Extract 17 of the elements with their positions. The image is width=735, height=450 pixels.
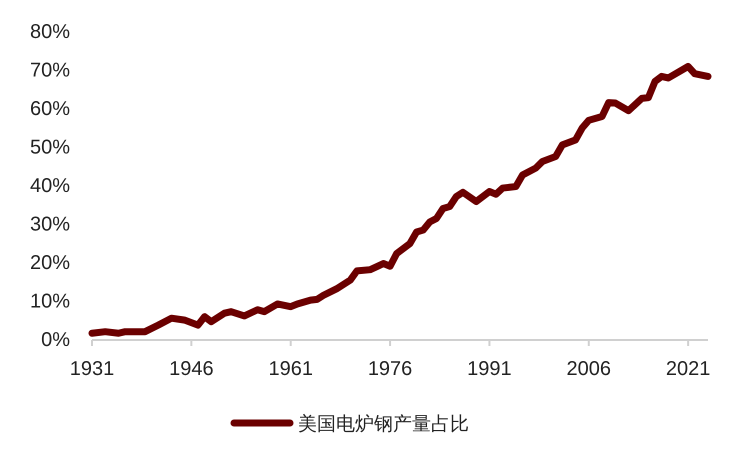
y-tick-label: 20%	[30, 252, 70, 274]
legend-label: 美国电炉钢产量占比	[298, 413, 469, 435]
x-tick-label: 1961	[268, 358, 313, 380]
y-tick-label: 30%	[30, 214, 70, 236]
y-tick-label: 60%	[30, 98, 70, 120]
y-tick-label: 50%	[30, 136, 70, 158]
y-tick-label: 70%	[30, 60, 70, 82]
x-tick-label: 1976	[368, 358, 412, 380]
y-tick-label: 40%	[30, 175, 70, 197]
x-tick-label: 1991	[467, 358, 512, 380]
x-tick-label: 2021	[666, 358, 710, 380]
x-tick-label: 1946	[169, 358, 214, 380]
y-tick-label: 80%	[30, 21, 70, 43]
y-tick-label: 10%	[30, 290, 70, 312]
x-tick-label: 1931	[70, 358, 114, 380]
y-tick-label: 0%	[41, 329, 70, 351]
x-tick-label: 2006	[566, 358, 612, 380]
